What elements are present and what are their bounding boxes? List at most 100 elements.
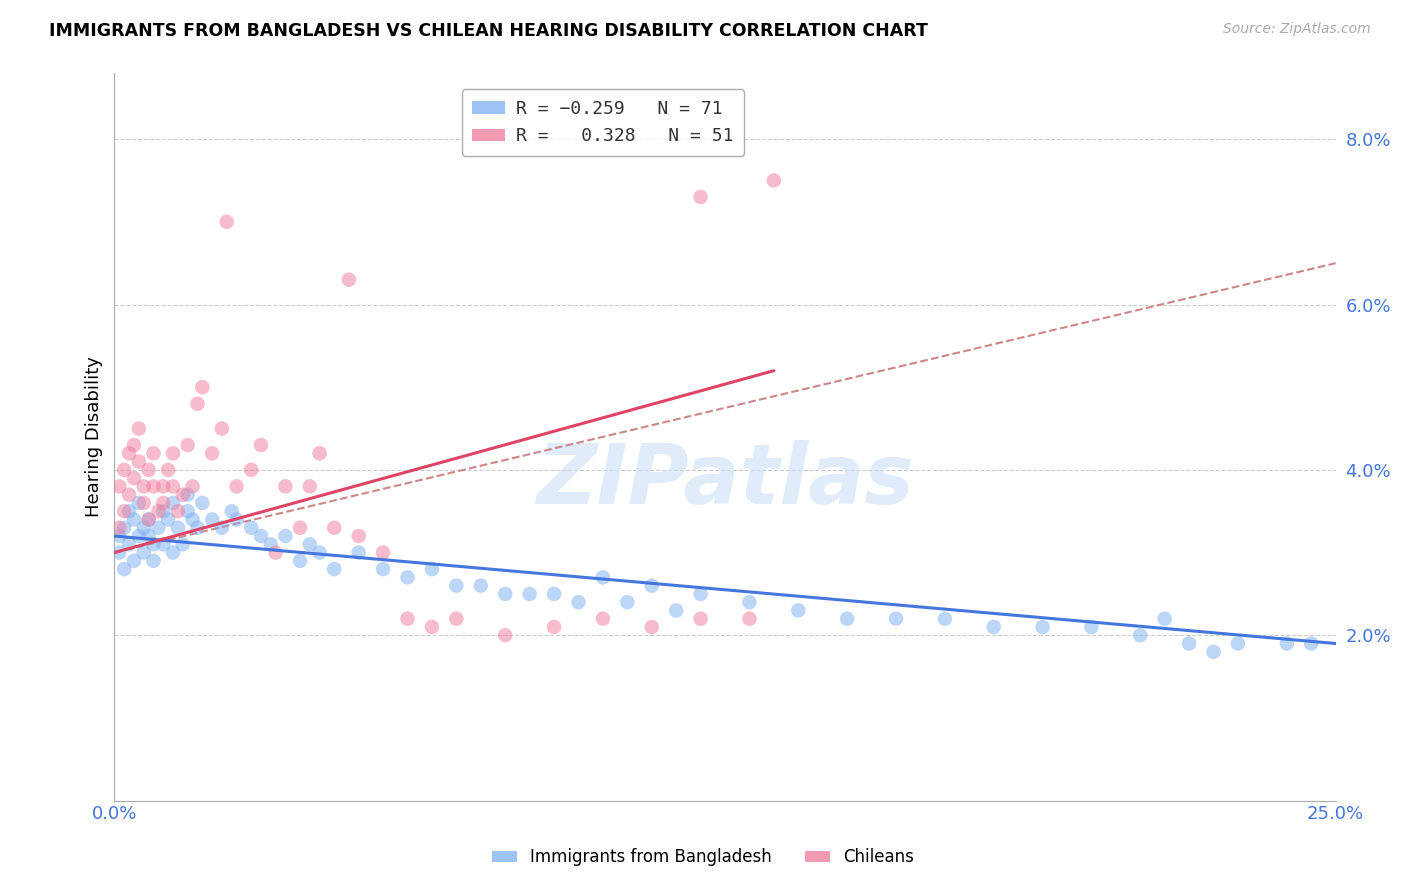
Point bbox=[181, 512, 204, 526]
Point bbox=[162, 446, 184, 460]
Y-axis label: Hearing Disability: Hearing Disability bbox=[86, 357, 103, 517]
Point bbox=[1202, 645, 1225, 659]
Point bbox=[201, 512, 224, 526]
Point bbox=[128, 454, 150, 468]
Point bbox=[148, 504, 170, 518]
Point bbox=[240, 521, 263, 535]
Point bbox=[118, 488, 141, 502]
Point bbox=[191, 496, 214, 510]
Point bbox=[148, 521, 170, 535]
Point bbox=[298, 479, 321, 493]
Point bbox=[665, 603, 688, 617]
Point bbox=[1178, 636, 1201, 650]
Point bbox=[446, 579, 468, 593]
Point bbox=[592, 570, 614, 584]
Point bbox=[1129, 628, 1152, 642]
Point bbox=[152, 537, 174, 551]
Point bbox=[172, 488, 194, 502]
Point bbox=[298, 537, 321, 551]
Point bbox=[162, 545, 184, 559]
Point bbox=[142, 554, 165, 568]
Point bbox=[288, 521, 311, 535]
Point bbox=[157, 512, 180, 526]
Point bbox=[176, 438, 198, 452]
Point bbox=[592, 612, 614, 626]
Point bbox=[122, 438, 145, 452]
Point bbox=[323, 521, 346, 535]
Point bbox=[211, 521, 233, 535]
Point bbox=[201, 446, 224, 460]
Point bbox=[138, 512, 160, 526]
Point bbox=[470, 579, 492, 593]
Point bbox=[337, 273, 360, 287]
Point bbox=[122, 512, 145, 526]
Point bbox=[494, 628, 516, 642]
Point bbox=[138, 512, 160, 526]
Point bbox=[152, 496, 174, 510]
Point bbox=[323, 562, 346, 576]
Point bbox=[112, 562, 135, 576]
Point bbox=[250, 438, 273, 452]
Point bbox=[543, 587, 565, 601]
Point bbox=[186, 521, 208, 535]
Point bbox=[112, 521, 135, 535]
Point bbox=[132, 479, 155, 493]
Point bbox=[221, 504, 243, 518]
Point bbox=[240, 463, 263, 477]
Legend: Immigrants from Bangladesh, Chileans: Immigrants from Bangladesh, Chileans bbox=[485, 842, 921, 873]
Point bbox=[191, 380, 214, 394]
Point bbox=[641, 620, 664, 634]
Point bbox=[128, 421, 150, 435]
Point bbox=[616, 595, 638, 609]
Text: Source: ZipAtlas.com: Source: ZipAtlas.com bbox=[1223, 22, 1371, 37]
Point bbox=[420, 620, 443, 634]
Point bbox=[142, 479, 165, 493]
Point bbox=[371, 545, 394, 559]
Point bbox=[225, 479, 247, 493]
Point bbox=[162, 479, 184, 493]
Point bbox=[152, 504, 174, 518]
Point bbox=[108, 529, 131, 543]
Point bbox=[983, 620, 1005, 634]
Point bbox=[762, 173, 785, 187]
Point bbox=[308, 545, 330, 559]
Point bbox=[112, 463, 135, 477]
Point bbox=[274, 529, 297, 543]
Point bbox=[738, 612, 761, 626]
Point bbox=[689, 612, 711, 626]
Point bbox=[1301, 636, 1323, 650]
Point bbox=[934, 612, 956, 626]
Point bbox=[1032, 620, 1054, 634]
Legend: R = −0.259   N = 71, R =   0.328   N = 51: R = −0.259 N = 71, R = 0.328 N = 51 bbox=[461, 89, 744, 156]
Point bbox=[347, 545, 370, 559]
Point bbox=[1275, 636, 1298, 650]
Point bbox=[162, 496, 184, 510]
Point bbox=[152, 479, 174, 493]
Point bbox=[132, 521, 155, 535]
Point bbox=[108, 545, 131, 559]
Point bbox=[347, 529, 370, 543]
Point bbox=[132, 496, 155, 510]
Point bbox=[128, 529, 150, 543]
Point bbox=[112, 504, 135, 518]
Point bbox=[250, 529, 273, 543]
Point bbox=[884, 612, 907, 626]
Text: ZIPatlas: ZIPatlas bbox=[536, 440, 914, 521]
Point bbox=[260, 537, 283, 551]
Point bbox=[689, 587, 711, 601]
Point bbox=[738, 595, 761, 609]
Point bbox=[689, 190, 711, 204]
Point bbox=[181, 479, 204, 493]
Point bbox=[1153, 612, 1175, 626]
Point bbox=[108, 479, 131, 493]
Point bbox=[494, 587, 516, 601]
Point bbox=[157, 463, 180, 477]
Point bbox=[122, 471, 145, 485]
Point bbox=[837, 612, 859, 626]
Point bbox=[567, 595, 589, 609]
Point bbox=[641, 579, 664, 593]
Point bbox=[225, 512, 247, 526]
Point bbox=[211, 421, 233, 435]
Point bbox=[787, 603, 810, 617]
Point bbox=[118, 504, 141, 518]
